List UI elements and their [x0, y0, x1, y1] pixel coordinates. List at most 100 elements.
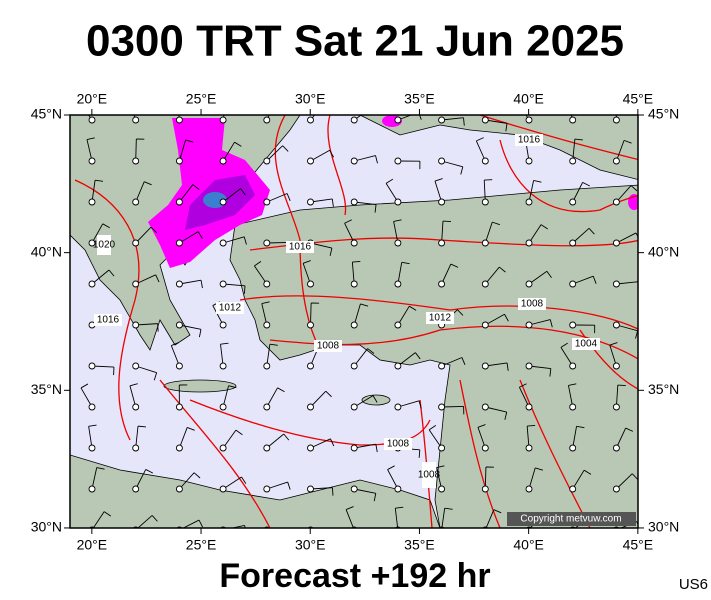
barb-feather	[409, 305, 417, 311]
barb-staff	[441, 117, 464, 121]
barb-staff	[179, 231, 199, 244]
barb-staff	[441, 263, 452, 285]
barb-feather	[434, 178, 443, 182]
barb-staff	[570, 115, 574, 121]
barb-station	[132, 485, 140, 493]
barb-staff	[182, 519, 200, 528]
barb-staff	[659, 344, 660, 366]
barb-feather	[588, 227, 595, 235]
isobar-label: 1016	[518, 135, 541, 146]
barb-station	[569, 444, 577, 452]
barb-station	[394, 116, 402, 124]
barb-station	[263, 280, 271, 288]
barb-feather	[103, 511, 112, 517]
barb-station	[175, 280, 183, 288]
barb-station	[350, 444, 358, 452]
barb-staff	[267, 530, 289, 531]
barb-staff	[310, 302, 312, 326]
barb-station	[307, 198, 314, 206]
barb-staff	[310, 115, 316, 121]
barb-feather	[679, 478, 683, 485]
lon-tick-label: 20°E	[77, 537, 108, 553]
barb-staff	[133, 115, 137, 121]
barb-station	[350, 321, 358, 329]
barb-staff	[441, 221, 444, 244]
barb-feather	[385, 178, 394, 184]
barb-staff	[387, 469, 399, 490]
barb-station	[132, 116, 140, 124]
barb-station	[525, 157, 533, 165]
barb-station	[657, 199, 663, 205]
barb-feather	[344, 219, 352, 224]
barb-staff	[91, 180, 96, 203]
barb-staff	[526, 426, 530, 449]
barb-station	[525, 280, 533, 288]
barb-feather	[287, 481, 291, 490]
barb-feather	[401, 261, 410, 265]
barb-station	[263, 116, 271, 124]
barb-feather	[609, 342, 618, 346]
barb-feather	[277, 387, 285, 393]
barb-station	[569, 403, 577, 411]
barb-station	[394, 198, 402, 206]
barb-feather	[137, 425, 147, 428]
barb-station	[175, 321, 183, 329]
barb-staff	[91, 269, 110, 285]
barb-feather	[630, 185, 638, 192]
barb-feather	[95, 179, 104, 182]
barb-feather	[576, 425, 585, 429]
barb-staff	[397, 400, 420, 408]
barb-station	[132, 198, 140, 206]
barb-feather	[220, 342, 229, 345]
barb-staff	[86, 139, 93, 162]
isobar-label: 1008	[521, 299, 544, 310]
barb-station	[525, 444, 533, 452]
barb-station	[612, 485, 620, 493]
isobar-label: 1004	[575, 339, 598, 350]
barb-station	[612, 157, 620, 165]
barb-station	[525, 362, 533, 370]
barb-feather	[505, 123, 508, 132]
barb-station	[175, 116, 183, 124]
barb-station	[438, 444, 446, 452]
barb-staff	[397, 115, 413, 121]
barb-feather	[302, 260, 311, 264]
copyright: Copyright metvuw.com	[520, 514, 621, 525]
isobar-label: 1012	[429, 313, 452, 324]
barb-staff	[135, 426, 139, 449]
barb-feather	[568, 383, 577, 386]
barb-feather	[533, 180, 542, 183]
barb-station	[350, 403, 358, 411]
barb-staff	[222, 115, 225, 121]
lon-tick-label: 45°E	[623, 537, 654, 553]
barb-feather	[128, 97, 136, 100]
barb-staff	[212, 305, 224, 326]
barb-feather	[96, 467, 105, 470]
barb-feather	[442, 220, 452, 222]
barb-feather	[129, 383, 138, 387]
barb-staff	[660, 478, 679, 489]
barb-station	[394, 157, 402, 165]
barb-staff	[266, 387, 278, 408]
barb-station	[481, 280, 489, 288]
barb-staff	[135, 365, 157, 374]
barb-feather	[546, 270, 552, 278]
barb-staff	[441, 405, 464, 408]
barb-staff	[178, 427, 188, 449]
barb-feather	[144, 181, 152, 186]
barb-staff	[351, 262, 355, 285]
lon-tick-label: 45°E	[623, 91, 654, 107]
barb-feather	[193, 472, 201, 479]
barb-staff	[660, 190, 678, 202]
isobar-label: 1012	[219, 303, 242, 314]
barb-station	[350, 485, 358, 493]
barb-feather	[418, 449, 421, 458]
barb-feather	[493, 509, 502, 514]
barb-staff	[344, 223, 355, 244]
barb-station	[657, 322, 663, 328]
barb-station	[438, 485, 446, 493]
axes: 20°E 20°E 25°E 25°E 30°E 30°E 35°E 35°E 40°E 40°E…	[31, 91, 680, 553]
barb-feather	[583, 469, 592, 475]
barb-feather	[419, 115, 422, 120]
lon-tick-label: 40°E	[513, 91, 544, 107]
